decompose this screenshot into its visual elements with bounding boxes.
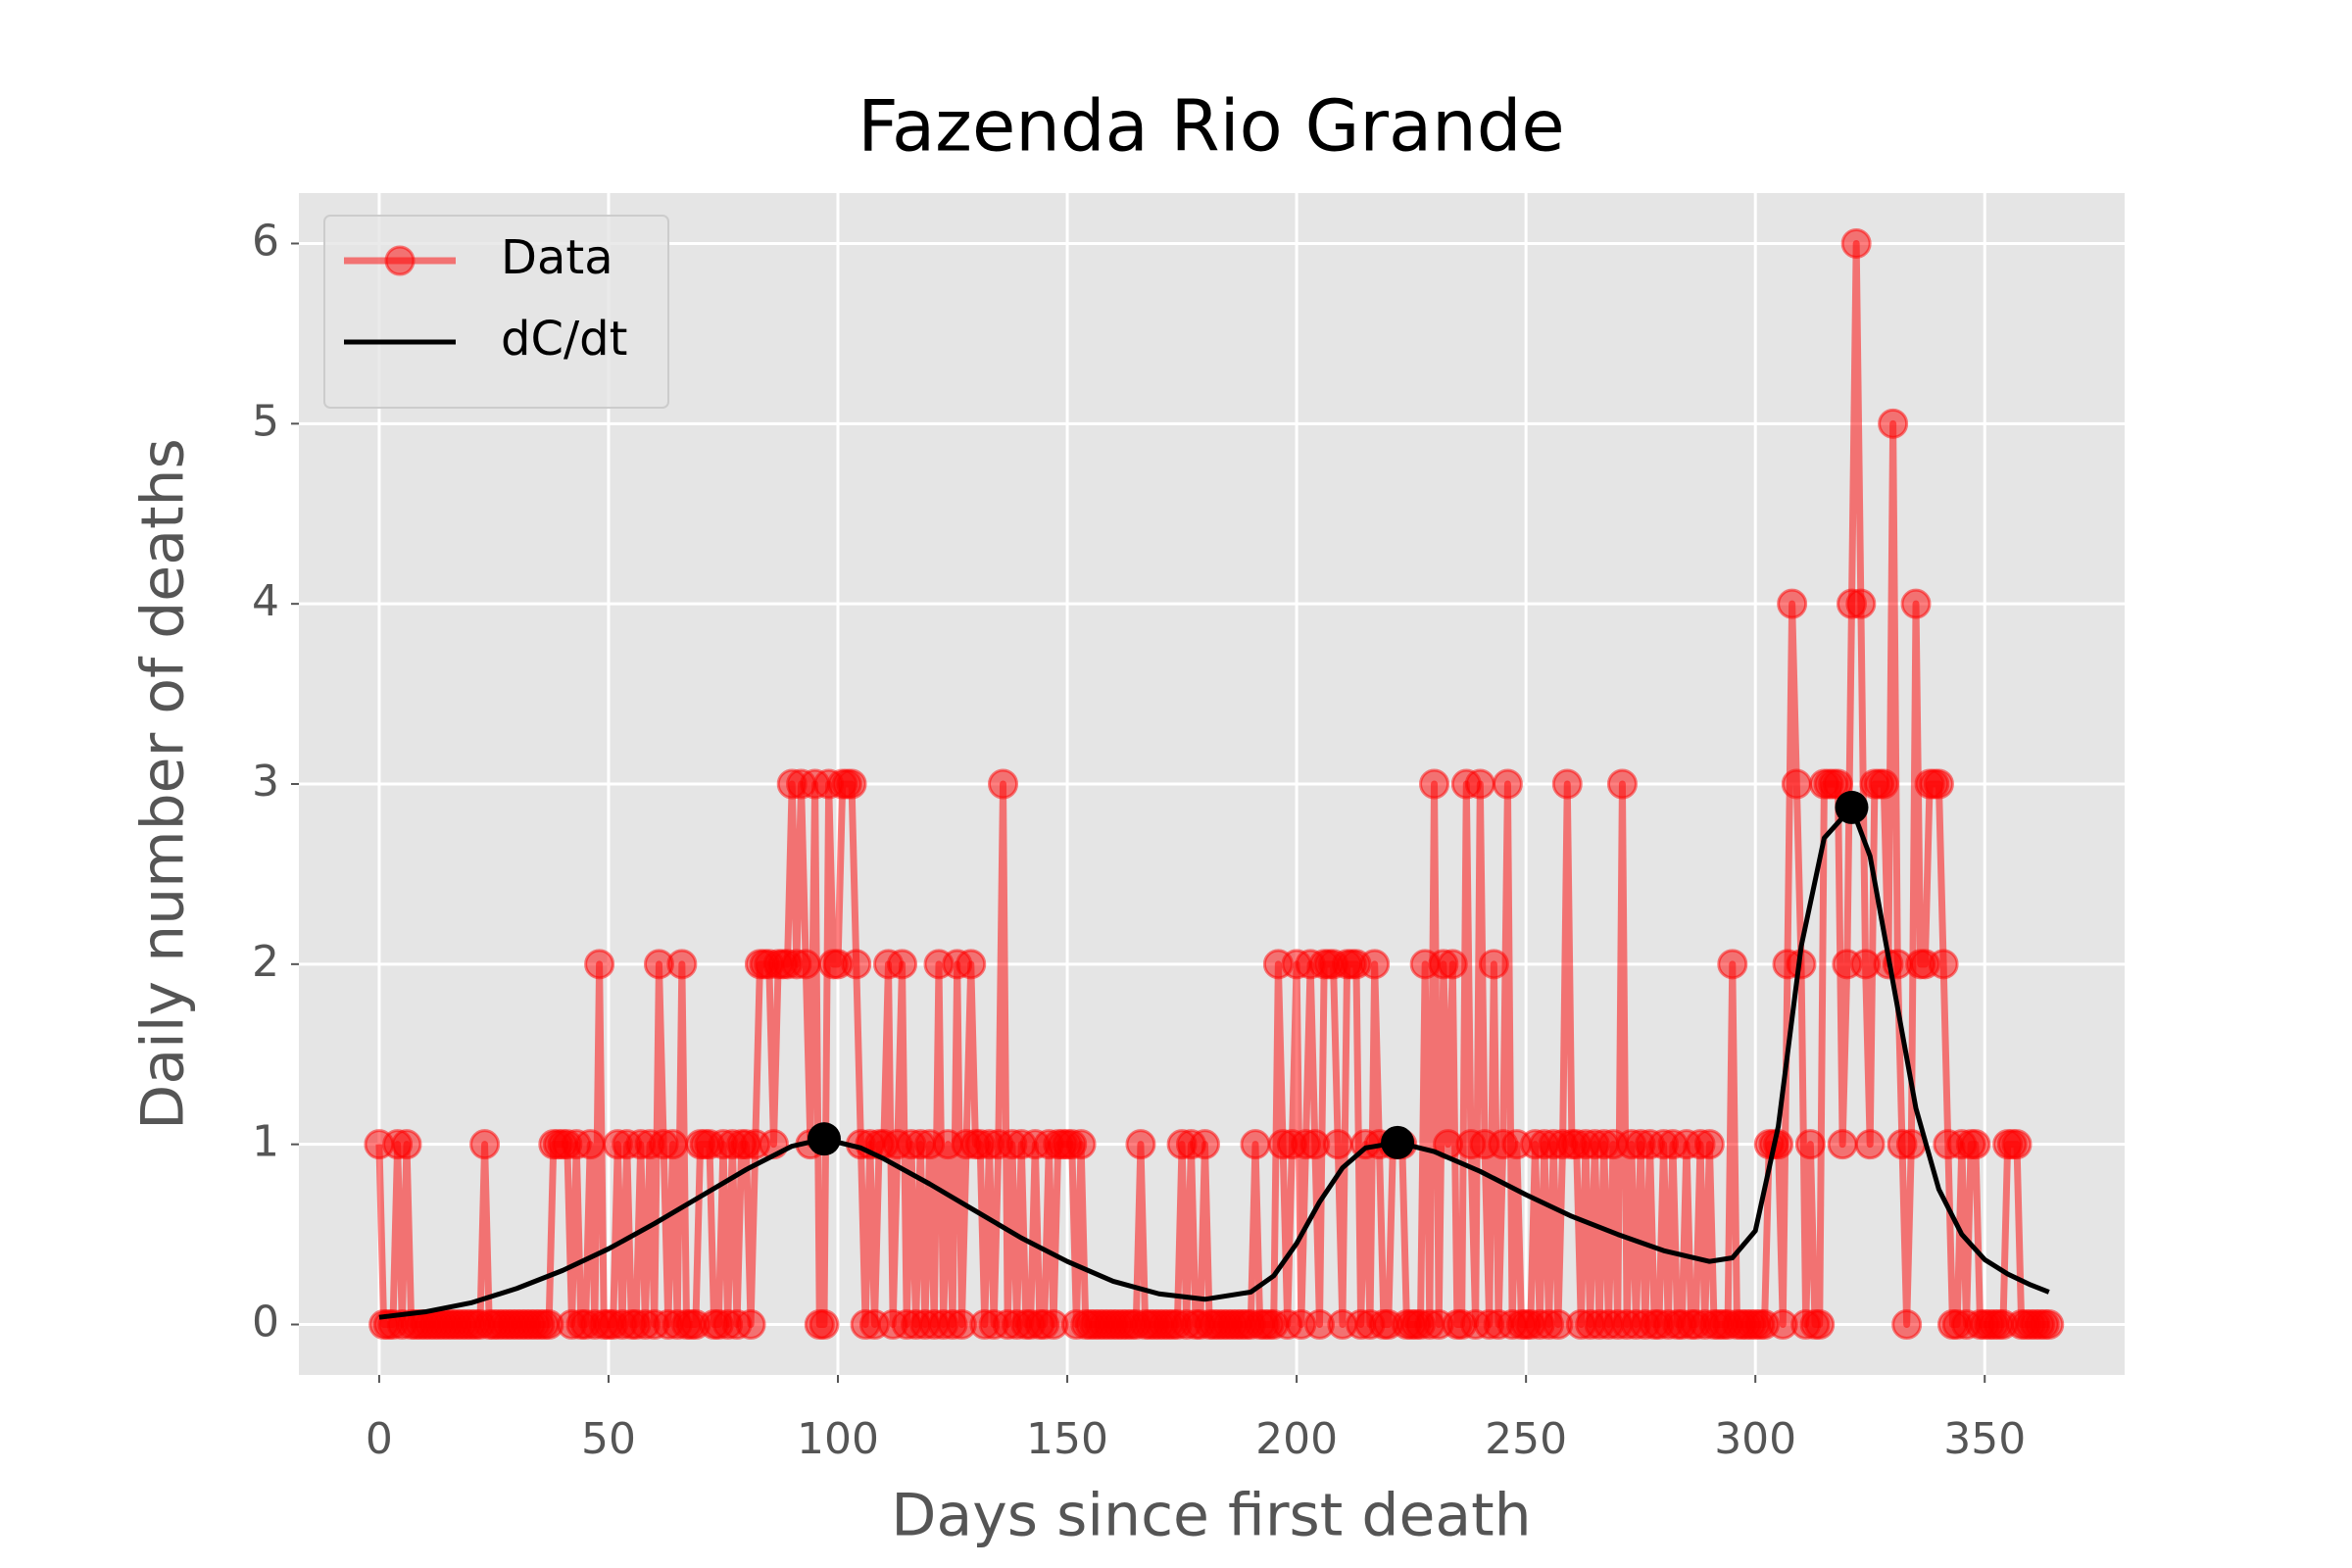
series-line [378,805,2050,1320]
data-point [1437,949,1468,980]
data-point [2001,1129,2033,1160]
y-tick-label: 2 [252,937,279,987]
chart-title: Fazenda Rio Grande [858,85,1564,168]
data-point [1478,949,1509,980]
x-tick-label: 100 [797,1414,879,1464]
data-point [1464,768,1495,800]
data-point [956,949,987,980]
data-point [841,949,872,980]
data-point [1492,768,1523,800]
data-point [887,949,918,980]
data-point [469,1129,501,1160]
data-point [988,768,1019,800]
y-tick-label: 5 [252,396,279,446]
peak-point [1381,1125,1415,1159]
data-point [1827,1129,1858,1160]
data-point [2034,1309,2065,1341]
data-point [735,1309,766,1341]
y-axis-label: Daily number of deaths [129,438,198,1130]
data-point [1065,1129,1097,1160]
data-point [1419,768,1450,800]
x-tick-label: 50 [581,1414,636,1464]
x-tick-label: 150 [1026,1414,1108,1464]
data-point [1900,588,1932,619]
data-point [1804,1309,1836,1341]
data-point [1189,1129,1220,1160]
data-point [1359,949,1391,980]
y-tick-label: 4 [252,576,279,626]
data-point [1928,949,1959,980]
y-tick-label: 0 [252,1298,279,1348]
data-point [657,1129,688,1160]
y-tick-label: 1 [252,1117,279,1167]
y-tick-label: 6 [252,216,279,266]
data-point [1923,768,1954,800]
data-point [1878,408,1909,439]
legend: Data dC/dt [323,215,669,409]
x-tick-label: 0 [366,1414,393,1464]
data-point [836,768,867,800]
data-point [1822,768,1853,800]
x-axis-label: Days since first death [891,1482,1531,1550]
data-point [1868,768,1899,800]
data-point [391,1129,422,1160]
peak-point [1835,790,1869,824]
x-tick-label: 250 [1485,1414,1567,1464]
data-point [1606,768,1638,800]
data-point [1845,588,1877,619]
peak-point [807,1122,841,1156]
x-tick-label: 350 [1943,1414,2026,1464]
data-point [790,949,821,980]
data-point [1960,1129,1991,1160]
data-point [666,949,698,980]
legend-label: Data [501,230,613,285]
data-point [808,1309,840,1341]
data-point [574,1129,606,1160]
data-point [1693,1129,1725,1160]
data-point [1854,1129,1886,1160]
data-point [1551,768,1583,800]
data-point [1891,1309,1923,1341]
data-point [1777,588,1808,619]
data-point [584,949,615,980]
marks [364,227,2065,1341]
legend-label: dC/dt [501,312,627,367]
data-point [1840,227,1872,259]
x-tick-label: 300 [1714,1414,1796,1464]
x-tick-label: 200 [1255,1414,1338,1464]
legend-marker [384,245,416,276]
data-point [1240,1129,1271,1160]
data-point [1794,1129,1826,1160]
data-point [1322,1129,1353,1160]
data-point [1781,768,1812,800]
y-tick-label: 3 [252,757,279,807]
data-point [1125,1129,1156,1160]
data-point [1717,949,1748,980]
